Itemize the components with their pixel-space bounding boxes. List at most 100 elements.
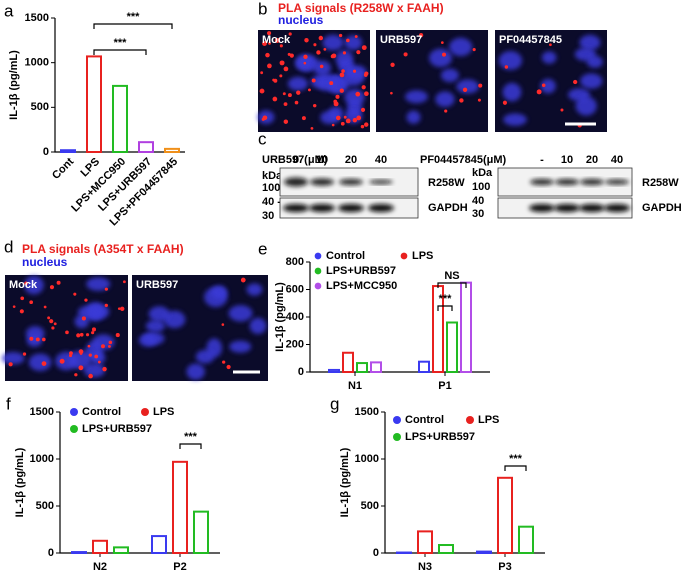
nucleus-blob [580, 73, 603, 89]
bar [476, 550, 492, 555]
pla-dot [262, 115, 268, 121]
marker-label: 40 [472, 195, 484, 207]
blot-band [369, 180, 393, 184]
pla-dot [74, 373, 78, 377]
pla-dot [222, 360, 226, 364]
nucleus-blob [68, 350, 92, 370]
nucleus-blob [145, 320, 165, 333]
panel-letter: f [6, 394, 11, 413]
pla-dot [104, 303, 108, 308]
pla-dot [354, 35, 358, 39]
pla-dot [477, 98, 481, 102]
dose-label: 20 [586, 154, 598, 166]
pla-dot [310, 127, 314, 130]
nucleus-blob [579, 34, 601, 51]
pla-dot [440, 41, 444, 44]
band-label: GAPDH [428, 202, 468, 214]
pla-dot [319, 64, 324, 69]
pla-dot [361, 85, 366, 90]
image-subtitle: nucleus [278, 13, 324, 27]
dose-label: 40 [375, 154, 387, 166]
nucleus-blob [28, 353, 52, 372]
bar [438, 544, 454, 555]
pla-dot [102, 366, 107, 372]
nucleus-blob [435, 91, 455, 107]
bar [60, 149, 76, 153]
y-tick-label: 0 [43, 146, 49, 158]
y-tick-label: 1500 [30, 406, 54, 418]
bar [356, 362, 368, 373]
nucleus-blob [344, 35, 363, 51]
pla-dot [330, 54, 335, 59]
band-label: R258W [642, 177, 679, 189]
blot-band [529, 204, 555, 212]
pla-dot [352, 69, 357, 73]
blot-band [605, 179, 629, 185]
nucleus-blob [322, 34, 344, 51]
pla-dot [8, 362, 13, 367]
legend-marker [393, 416, 401, 424]
pla-dot [65, 330, 69, 335]
significance-label: *** [127, 11, 141, 23]
nucleus-blob [25, 326, 45, 342]
significance-bracket [179, 443, 202, 449]
y-tick-label: 400 [286, 311, 304, 323]
pla-dot [355, 91, 361, 97]
pla-dot [303, 54, 308, 60]
pla-dot [78, 349, 84, 354]
pla-dot [340, 121, 345, 126]
pla-dot [364, 122, 369, 127]
significance-label: *** [439, 293, 453, 305]
image-label: URB597 [380, 34, 422, 46]
pla-dot [339, 88, 344, 93]
pla-dot [335, 94, 340, 99]
pla-dot [265, 52, 270, 58]
legend-label: LPS+URB597 [82, 423, 152, 435]
pla-dot [47, 316, 51, 320]
image-label: PF04457845 [499, 34, 562, 46]
pla-dot [56, 280, 61, 285]
kda-label: kDa [472, 167, 493, 179]
pla-dot [318, 35, 324, 41]
nucleus-blob [440, 68, 459, 83]
pla-dot [117, 307, 121, 310]
significance-bracket [93, 49, 147, 55]
nucleus-blob [344, 88, 365, 106]
pla-dot [313, 43, 317, 47]
pla-dot [335, 115, 341, 121]
bar [138, 141, 154, 154]
pla-dot [272, 96, 278, 102]
pla-dot [69, 354, 73, 358]
nucleus-blob [1, 352, 25, 365]
significance-label: *** [184, 431, 198, 443]
pla-dot [339, 72, 345, 78]
pla-dot [273, 78, 278, 83]
nucleus-blob [211, 285, 228, 299]
legend-label: LPS+MCC950 [326, 280, 397, 292]
nucleus-blob [449, 37, 473, 57]
pla-dot [84, 298, 88, 302]
pla-dot [307, 88, 311, 92]
pla-dot [560, 108, 564, 112]
panel-letter: g [330, 394, 339, 413]
marker-label: 100 [262, 182, 280, 194]
legend-marker [314, 267, 322, 275]
pla-dot [279, 60, 285, 66]
legend-label: LPS [478, 414, 499, 426]
pla-dot [356, 50, 361, 55]
image-label: URB597 [136, 279, 178, 291]
pla-dot [573, 79, 578, 85]
pla-dot [442, 52, 447, 57]
significance-bracket [437, 305, 453, 311]
nucleus-blob [456, 79, 480, 94]
bar [113, 546, 129, 554]
bar [518, 525, 534, 554]
legend-marker [314, 282, 322, 290]
marker-label: 100 [472, 181, 490, 193]
nucleus-blob [195, 349, 215, 364]
nucleus-blob [320, 110, 340, 125]
y-tick-label: 800 [286, 256, 304, 268]
pla-dot [100, 344, 105, 349]
band-label: R258W [428, 177, 465, 189]
pla-dot [287, 93, 292, 98]
